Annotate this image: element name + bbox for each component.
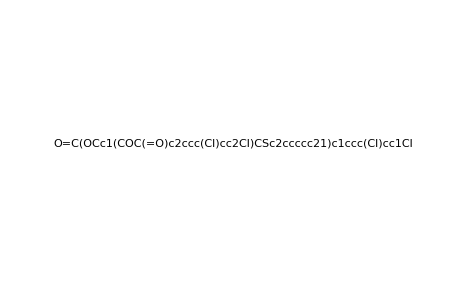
Text: O=C(OCc1(COC(=O)c2ccc(Cl)cc2Cl)CSc2ccccc21)c1ccc(Cl)cc1Cl: O=C(OCc1(COC(=O)c2ccc(Cl)cc2Cl)CSc2ccccc… [54,139,413,149]
